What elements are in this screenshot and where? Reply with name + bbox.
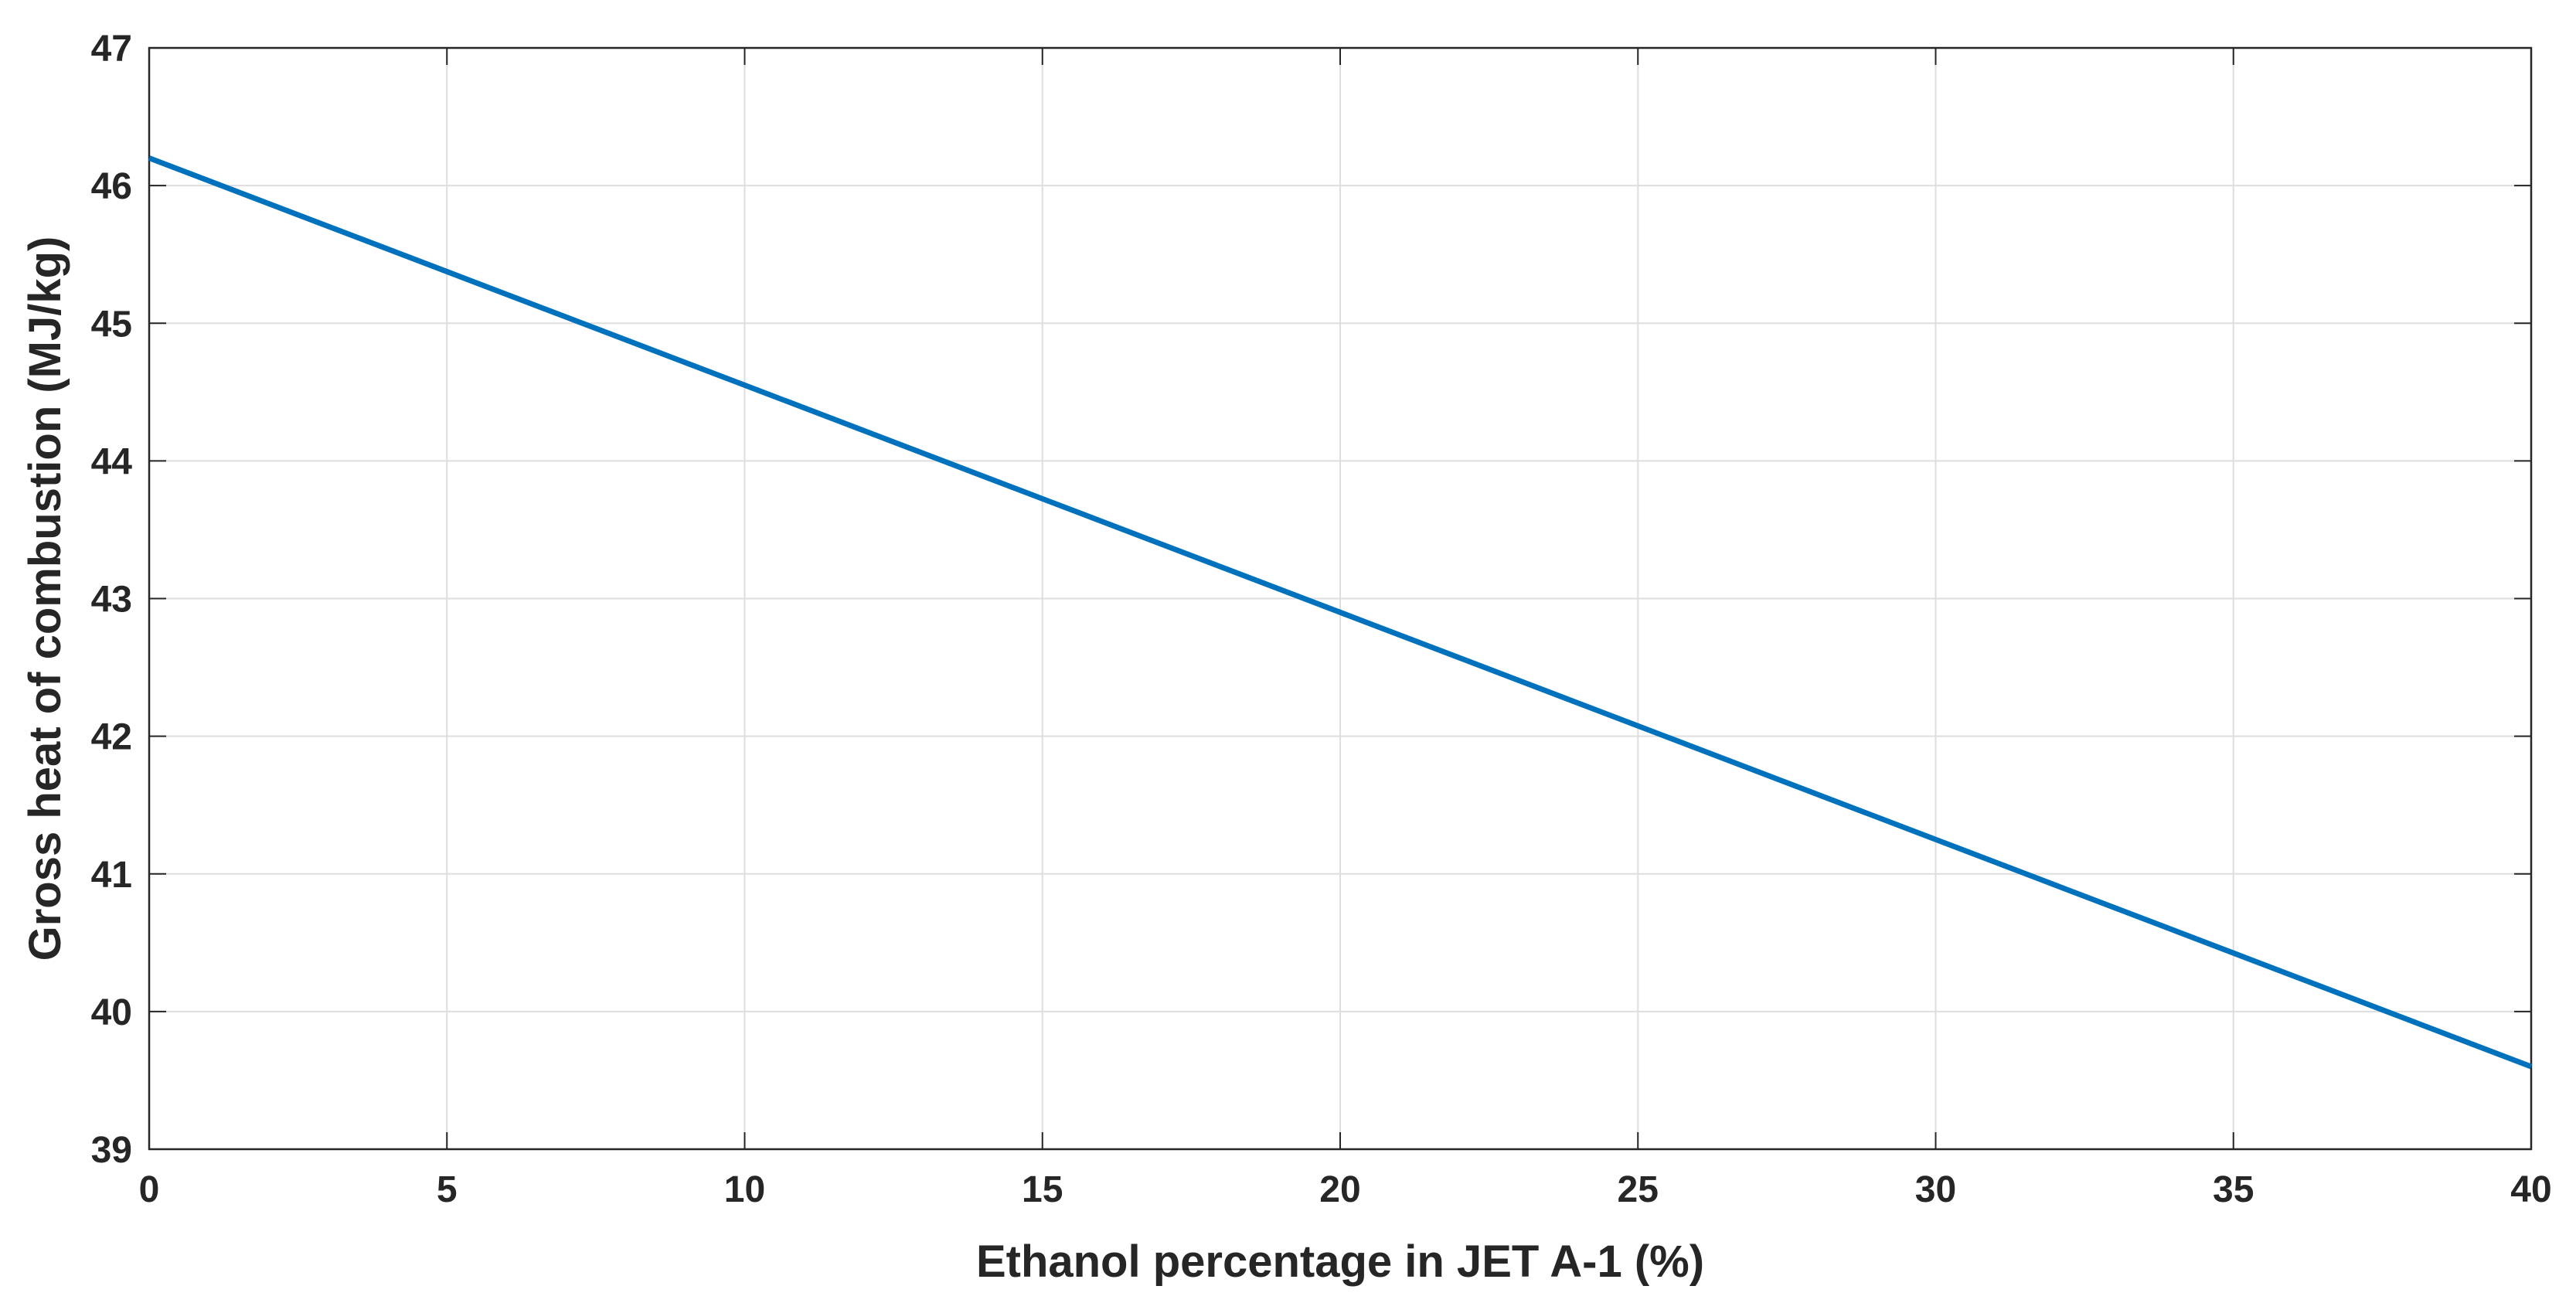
x-tick-label: 5: [437, 1169, 458, 1210]
x-tick-label: 15: [1022, 1169, 1063, 1210]
series-layer: [148, 155, 2533, 1070]
y-tick-label: 43: [91, 580, 132, 621]
plot-area-frame: [148, 46, 2533, 1151]
x-tick-label: 20: [1319, 1169, 1360, 1210]
x-tick-label: 0: [139, 1169, 160, 1210]
series-line: [148, 155, 2533, 1070]
x-tick-label: 10: [724, 1169, 765, 1210]
x-tick-label: 30: [1915, 1169, 1956, 1210]
x-axis-tick-labels: 0 5 10 15 20 25 30 35 40: [139, 1169, 2552, 1210]
y-tick-label: 44: [91, 441, 133, 482]
y-axis-tick-labels: 39 40 41 42 43 44 45 46 47: [91, 29, 133, 1171]
y-axis-label: Gross heat of combustion (MJ/kg): [20, 236, 70, 961]
x-tick-label: 35: [2213, 1169, 2254, 1210]
x-tick-label: 25: [1618, 1169, 1659, 1210]
y-tick-label: 39: [91, 1130, 132, 1171]
grid: [149, 48, 2531, 1149]
y-tick-label: 41: [91, 855, 132, 896]
y-tick-label: 40: [91, 992, 132, 1033]
y-tick-label: 46: [91, 166, 132, 207]
y-tick-label: 42: [91, 717, 132, 758]
y-tick-label: 45: [91, 304, 132, 345]
x-axis-label: Ethanol percentage in JET A-1 (%): [976, 1237, 1704, 1287]
x-tick-label: 40: [2510, 1169, 2551, 1210]
y-tick-label: 47: [91, 29, 132, 70]
